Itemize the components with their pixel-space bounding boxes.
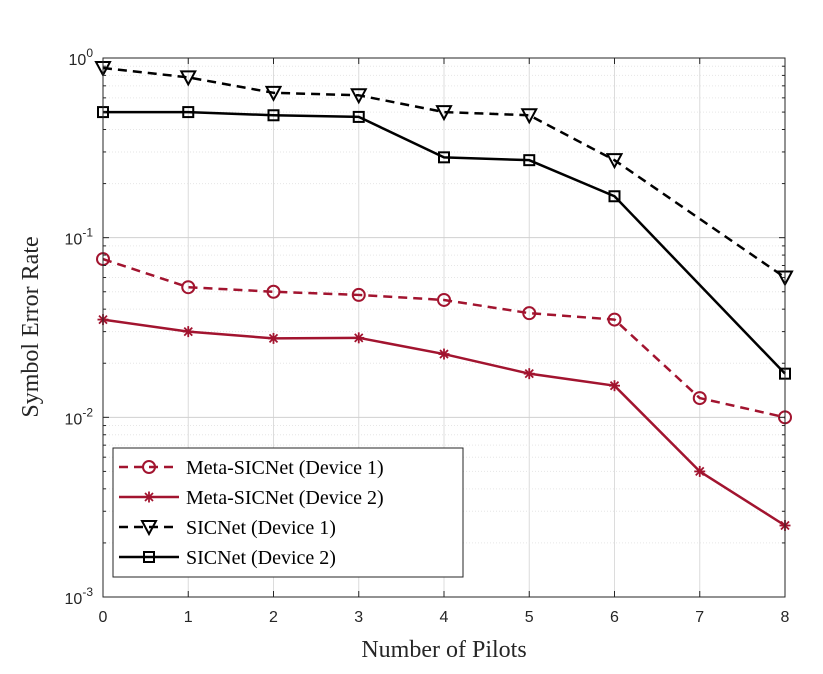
square-marker — [182, 106, 195, 119]
x-tick-label: 2 — [269, 609, 278, 626]
circle-marker — [692, 391, 707, 406]
circle-marker — [351, 287, 366, 302]
x-tick-label: 5 — [525, 609, 534, 626]
circle-marker — [522, 306, 537, 321]
series-line — [103, 110, 786, 375]
triangle-down-marker — [520, 108, 538, 125]
legend-entry: SICNet (Device 2) — [119, 547, 336, 569]
asterisk-marker — [609, 380, 620, 392]
legend-entry: Meta-SICNet (Device 1) — [119, 457, 384, 479]
asterisk-marker — [438, 348, 450, 360]
legend-entry: SICNet (Device 1) — [119, 517, 336, 539]
square-marker — [608, 190, 621, 203]
series-2 — [97, 314, 791, 532]
asterisk-marker — [523, 368, 535, 380]
circle-marker — [142, 460, 156, 474]
legend-label: SICNet (Device 1) — [186, 517, 336, 539]
square-marker — [438, 151, 450, 164]
asterisk-marker — [268, 332, 279, 344]
x-tick-label: 7 — [695, 609, 704, 626]
x-tick-label: 1 — [184, 609, 193, 626]
asterisk-marker — [353, 332, 365, 344]
circle-marker — [437, 292, 451, 307]
triangle-down-marker — [179, 70, 197, 87]
square-marker — [523, 154, 536, 167]
axis-ticks: 0 1 2 3 4 5 6 7 8 100 10-1 10-2 10-3 — [65, 46, 790, 626]
x-tick-label: 4 — [440, 609, 449, 626]
legend: Meta-SICNet (Device 1) Meta-SICNet (Devic… — [112, 447, 464, 578]
y-tick-label: 100 — [69, 46, 94, 69]
legend-label: Meta-SICNet (Device 1) — [186, 457, 384, 479]
series-3 — [94, 60, 794, 287]
y-tick-label: 10-3 — [65, 585, 94, 608]
triangle-down-marker — [140, 520, 158, 537]
legend-box — [112, 447, 464, 578]
asterisk-marker — [182, 326, 194, 338]
legend-label: Meta-SICNet (Device 2) — [186, 487, 384, 509]
x-tick-label: 8 — [781, 609, 790, 626]
x-tick-label: 6 — [610, 609, 619, 626]
triangle-down-marker — [350, 88, 368, 105]
square-marker — [143, 551, 155, 563]
legend-label: SICNet (Device 2) — [186, 547, 336, 569]
x-tick-label: 0 — [99, 609, 108, 626]
square-marker — [267, 109, 280, 122]
legend-entry: Meta-SICNet (Device 2) — [119, 487, 384, 509]
circle-marker — [607, 312, 622, 327]
y-tick-label: 10-1 — [65, 226, 94, 249]
circle-marker — [181, 280, 196, 295]
series-line — [102, 257, 786, 419]
x-axis-title: Number of Pilots — [361, 637, 526, 663]
y-axis-title: Symbol Error Rate — [18, 236, 44, 417]
triangle-down-marker — [605, 153, 624, 170]
x-tick-label: 3 — [354, 609, 363, 626]
triangle-down-marker — [264, 85, 283, 102]
y-tick-label: 10-2 — [65, 405, 94, 428]
asterisk-marker — [143, 491, 155, 503]
square-marker — [352, 110, 365, 123]
asterisk-marker — [694, 465, 706, 477]
series-layer — [94, 60, 794, 532]
circle-marker — [266, 284, 281, 299]
series-line — [102, 66, 786, 279]
triangle-down-marker — [435, 105, 453, 122]
